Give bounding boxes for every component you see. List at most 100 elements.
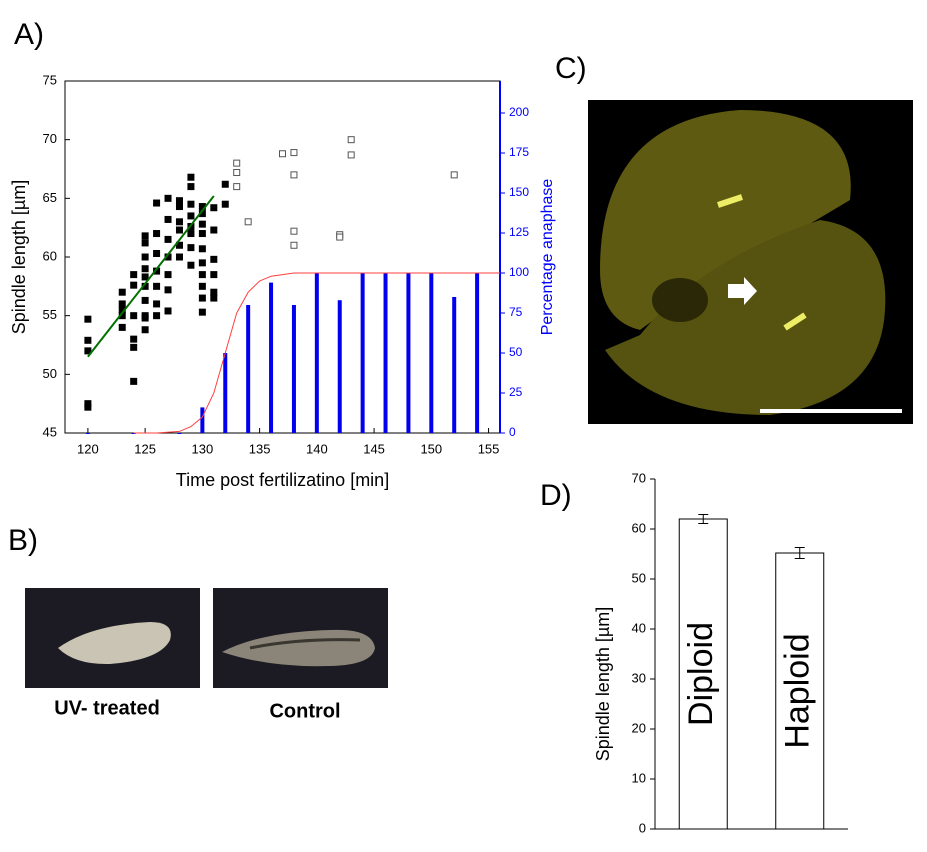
x-tick-label: 150 (420, 441, 442, 456)
y-axis-label: Spindle length [µm] (593, 607, 613, 761)
marker (290, 227, 298, 235)
marker (233, 169, 241, 177)
bar (291, 305, 296, 433)
marker (210, 226, 218, 234)
marker (130, 377, 138, 385)
marker (221, 200, 229, 208)
marker (118, 300, 126, 308)
marker (118, 306, 126, 314)
y-tick-label: 65 (43, 190, 57, 205)
marker (175, 253, 183, 261)
y2-axis-label: Percentage anaphase (539, 179, 556, 336)
bar (406, 273, 411, 433)
marker (84, 347, 92, 355)
bar (452, 297, 457, 433)
marker (210, 271, 218, 279)
y2-tick-label: 150 (509, 185, 529, 199)
marker (153, 300, 161, 308)
y-tick-label: 60 (43, 248, 57, 263)
y2-tick-label: 175 (509, 145, 529, 159)
y2-tick-label: 0 (509, 425, 516, 439)
marker (233, 183, 241, 191)
marker (141, 282, 149, 290)
marker (130, 271, 138, 279)
y2-tick-label: 25 (509, 385, 523, 399)
marker (84, 403, 92, 411)
y2-tick-label: 75 (509, 305, 523, 319)
marker (164, 307, 172, 315)
y-tick-label: 0 (639, 820, 646, 835)
bar (246, 305, 251, 433)
marker (84, 336, 92, 344)
y-tick-label: 20 (632, 720, 646, 735)
panel-label: D) (540, 479, 572, 512)
x-tick-label: 145 (363, 441, 385, 456)
y-tick-label: 60 (632, 520, 646, 535)
marker (187, 230, 195, 238)
marker (187, 200, 195, 208)
marker (153, 230, 161, 238)
marker (118, 312, 126, 320)
y-tick-label: 50 (632, 570, 646, 585)
marker (84, 400, 92, 408)
marker (130, 312, 138, 320)
marker (141, 326, 149, 334)
panel-label: C) (555, 52, 587, 85)
marker (164, 271, 172, 279)
y2-tick-label: 200 (509, 105, 529, 119)
marker (164, 215, 172, 223)
marker (141, 253, 149, 261)
y-tick-label: 40 (632, 620, 646, 635)
marker (84, 315, 92, 323)
marker (347, 151, 355, 159)
embryo-image (25, 588, 200, 688)
x-tick-label: 135 (249, 441, 271, 456)
marker (187, 183, 195, 191)
error-bar (698, 514, 709, 524)
marker (141, 232, 149, 240)
error-bar (794, 547, 805, 559)
y-tick-label: 70 (43, 131, 57, 146)
marker (153, 249, 161, 257)
marker (118, 288, 126, 296)
marker (141, 296, 149, 304)
marker (141, 273, 149, 281)
y-tick-label: 70 (632, 470, 646, 485)
marker (175, 241, 183, 249)
x-tick-label: 130 (192, 441, 214, 456)
bar (200, 407, 205, 433)
x-tick-label: 155 (478, 441, 500, 456)
bar (360, 273, 365, 433)
bar (383, 273, 388, 433)
marker (198, 203, 206, 211)
y-tick-label: 50 (43, 366, 57, 381)
marker (198, 271, 206, 279)
marker (210, 255, 218, 263)
marker (198, 220, 206, 228)
y-tick-label: 30 (632, 670, 646, 685)
bar (85, 433, 90, 434)
marker (210, 288, 218, 296)
marker (187, 244, 195, 252)
y-tick-label: 10 (632, 770, 646, 785)
marker (141, 265, 149, 273)
marker (221, 180, 229, 188)
marker (164, 286, 172, 294)
marker (347, 136, 355, 144)
marker (175, 218, 183, 226)
bar (678, 518, 728, 830)
marker (130, 281, 138, 289)
marker (210, 294, 218, 302)
line-series (133, 272, 500, 434)
bar (223, 353, 228, 433)
marker (198, 210, 206, 218)
marker (130, 335, 138, 343)
marker (175, 226, 183, 234)
marker (210, 204, 218, 212)
y-axis-label: Spindle length [µm] (9, 180, 29, 334)
marker (175, 197, 183, 205)
marker (153, 312, 161, 320)
marker (336, 233, 344, 241)
marker (198, 230, 206, 238)
marker (198, 308, 206, 316)
